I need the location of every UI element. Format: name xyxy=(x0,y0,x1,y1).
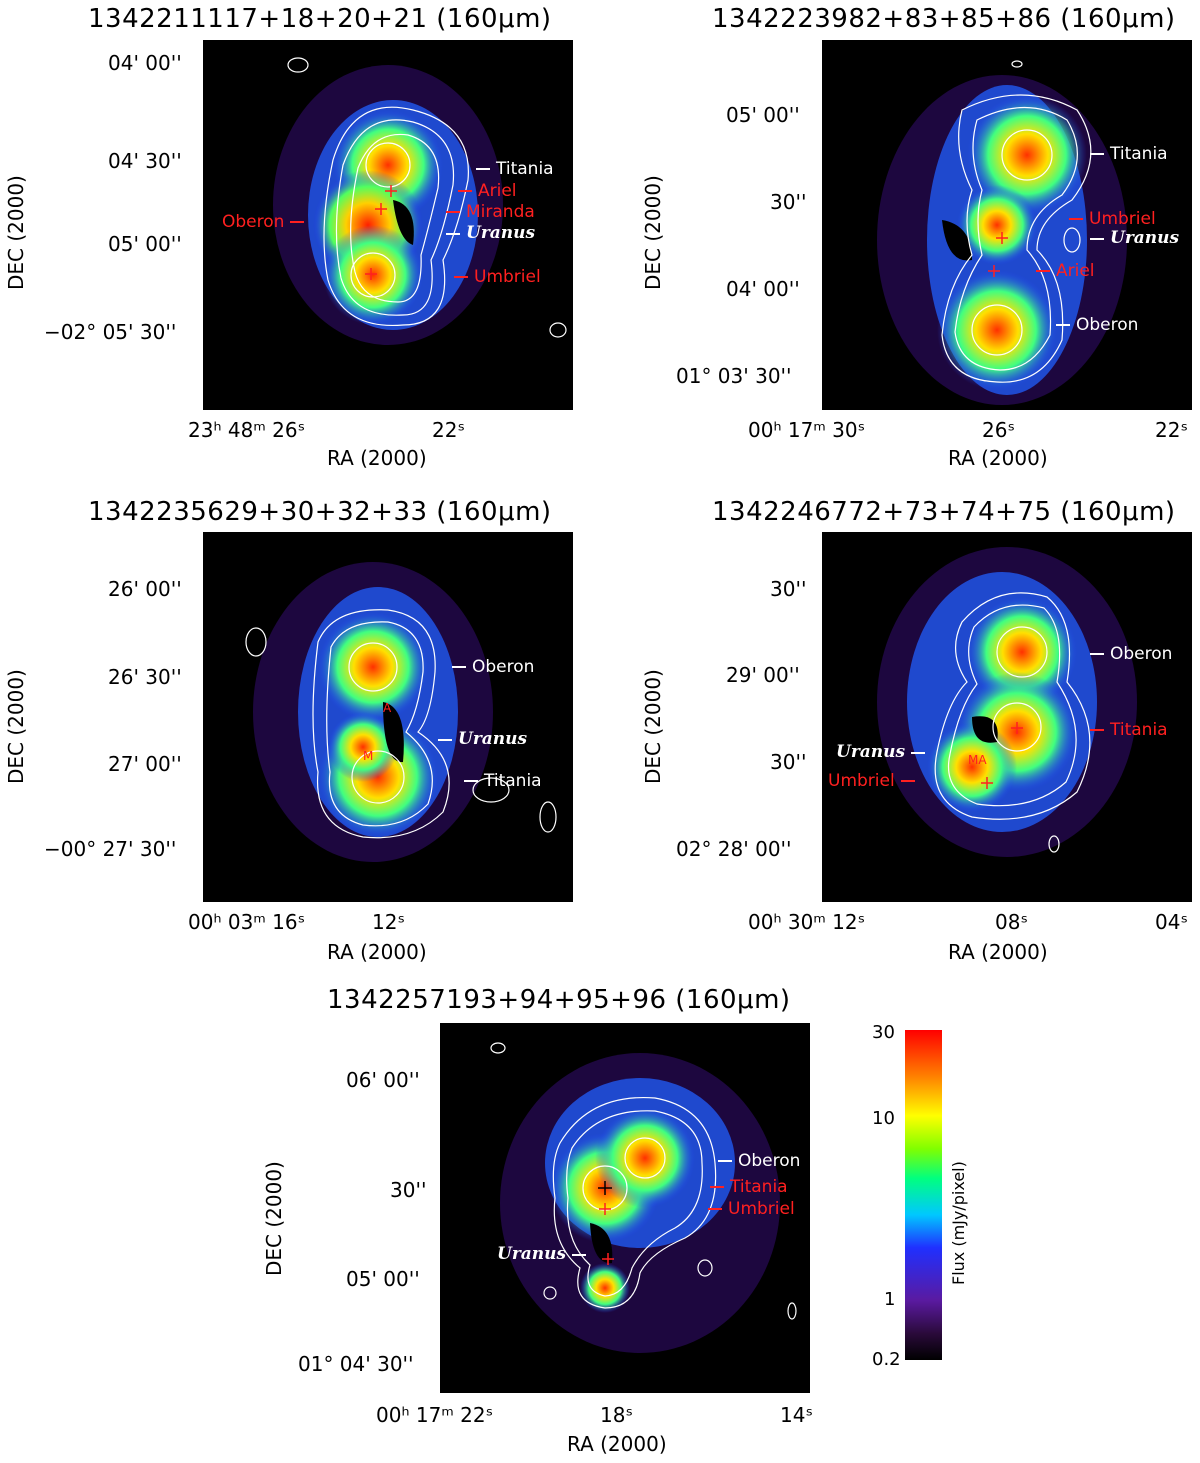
y-tick: 01° 04' 30'' xyxy=(298,1352,414,1376)
y-tick: 04' 00'' xyxy=(726,277,800,301)
moon-label-titania: Titania xyxy=(470,160,554,178)
moon-label-umbriel: Umbriel xyxy=(828,772,921,790)
y-tick: 01° 03' 30'' xyxy=(676,364,792,388)
y-axis-title: DEC (2000) xyxy=(641,669,665,784)
svg-text:A: A xyxy=(383,701,392,715)
moon-label-ariel: Ariel xyxy=(1030,262,1095,280)
y-tick: 27' 00'' xyxy=(108,752,182,776)
y-tick: 30'' xyxy=(770,190,807,214)
x-tick: 14ˢ xyxy=(780,1403,813,1427)
x-tick: 00ʰ 30ᵐ 12ˢ xyxy=(748,910,866,934)
moon-label-oberon: Oberon xyxy=(222,213,310,231)
x-tick: 26ˢ xyxy=(982,418,1015,442)
moon-label-umbriel: Umbriel xyxy=(702,1200,795,1218)
x-tick: 12ˢ xyxy=(372,910,405,934)
flux-image: M A xyxy=(203,532,573,902)
panel-title: 1342246772+73+74+75 (160μm) xyxy=(712,497,1176,527)
flux-image xyxy=(440,1023,810,1393)
panel-title: 1342223982+83+85+86 (160μm) xyxy=(712,4,1176,34)
flux-map xyxy=(273,57,567,345)
planet-label-uranus: Uranus xyxy=(497,1245,592,1263)
moon-label-miranda: Miranda xyxy=(440,203,535,221)
flux-map xyxy=(877,60,1127,405)
moon-label-oberon: Oberon xyxy=(446,658,534,676)
x-tick: 00ʰ 17ᵐ 30ˢ xyxy=(748,418,866,442)
x-tick: 08ˢ xyxy=(995,910,1028,934)
flux-map xyxy=(490,1042,797,1353)
y-tick: 30'' xyxy=(770,750,807,774)
x-axis-title: RA (2000) xyxy=(948,940,1048,964)
y-tick: 04' 00'' xyxy=(108,51,182,75)
moon-label-titania: Titania xyxy=(1084,721,1168,739)
colorbar-tick: 30 xyxy=(872,1022,895,1043)
x-axis-title: RA (2000) xyxy=(327,940,427,964)
y-tick: 30'' xyxy=(770,577,807,601)
planet-label-uranus: Uranus xyxy=(440,224,535,242)
flux-image xyxy=(822,40,1192,410)
y-tick: 04' 30'' xyxy=(108,149,182,173)
y-tick: 02° 28' 00'' xyxy=(676,837,792,861)
x-axis-title: RA (2000) xyxy=(567,1432,667,1456)
x-tick: 22ˢ xyxy=(432,418,465,442)
y-tick: −00° 27' 30'' xyxy=(44,837,177,861)
y-tick: 05' 00'' xyxy=(726,103,800,127)
moon-label-titania: Titania xyxy=(1084,145,1168,163)
moon-label-titania: Titania xyxy=(704,1178,788,1196)
moon-label-titania: Titania xyxy=(458,772,542,790)
panel-title: 1342257193+94+95+96 (160μm) xyxy=(327,985,791,1015)
y-tick: 29' 00'' xyxy=(726,663,800,687)
y-axis-title: DEC (2000) xyxy=(262,1161,286,1276)
moon-label-oberon: Oberon xyxy=(1084,645,1172,663)
x-tick: 00ʰ 03ᵐ 16ˢ xyxy=(188,910,306,934)
x-tick: 23ʰ 48ᵐ 26ˢ xyxy=(188,418,306,442)
moon-label-ariel: Ariel xyxy=(452,182,517,200)
moon-label-umbriel: Umbriel xyxy=(448,268,541,286)
y-tick: 05' 00'' xyxy=(108,232,182,256)
planet-label-uranus: Uranus xyxy=(836,743,931,761)
planet-label-uranus: Uranus xyxy=(432,730,527,748)
svg-text:M: M xyxy=(363,749,373,763)
moon-label-oberon: Oberon xyxy=(712,1152,800,1170)
panel-title: 1342211117+18+20+21 (160μm) xyxy=(88,4,552,34)
svg-text:MA: MA xyxy=(968,753,987,767)
flux-map: M A xyxy=(245,562,557,862)
y-tick: 05' 00'' xyxy=(346,1267,420,1291)
x-axis-title: RA (2000) xyxy=(948,446,1048,470)
colorbar-tick: 0.2 xyxy=(872,1349,901,1370)
colorbar-tick: 1 xyxy=(884,1289,896,1310)
x-tick: 00ʰ 17ᵐ 22ˢ xyxy=(376,1403,494,1427)
y-tick: 26' 30'' xyxy=(108,665,182,689)
y-tick: 06' 00'' xyxy=(346,1068,420,1092)
panel-title: 1342235629+30+32+33 (160μm) xyxy=(88,497,552,527)
y-tick: −02° 05' 30'' xyxy=(44,320,177,344)
moon-label-oberon: Oberon xyxy=(1050,316,1138,334)
flux-image: MA xyxy=(822,532,1192,902)
x-tick: 22ˢ xyxy=(1155,418,1188,442)
moon-label-umbriel: Umbriel xyxy=(1063,210,1156,228)
y-tick: 30'' xyxy=(390,1178,427,1202)
y-axis-title: DEC (2000) xyxy=(4,669,28,784)
colorbar-title: Flux (mJy/pixel) xyxy=(949,1161,968,1285)
x-tick: 18ˢ xyxy=(600,1403,633,1427)
x-axis-title: RA (2000) xyxy=(327,446,427,470)
planet-label-uranus: Uranus xyxy=(1084,229,1179,247)
flux-image xyxy=(203,40,573,410)
colorbar-gradient xyxy=(905,1030,942,1360)
x-tick: 04ˢ xyxy=(1155,910,1188,934)
y-axis-title: DEC (2000) xyxy=(4,175,28,290)
colorbar-tick: 10 xyxy=(872,1108,895,1129)
y-axis-title: DEC (2000) xyxy=(641,175,665,290)
flux-map: MA xyxy=(877,547,1137,857)
y-tick: 26' 00'' xyxy=(108,577,182,601)
